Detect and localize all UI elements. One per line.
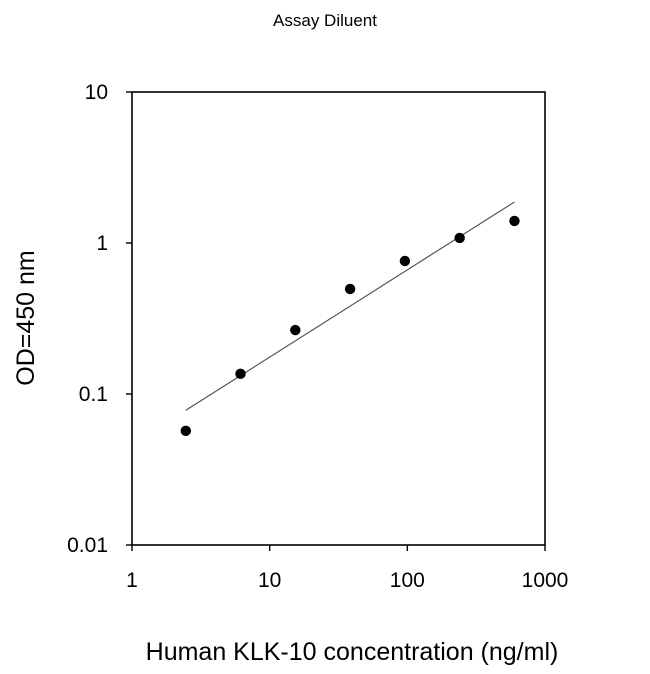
x-axis-ticks: 1 10 100 1000	[126, 545, 568, 592]
data-point	[454, 232, 465, 244]
x-axis-label: Human KLK-10 concentration (ng/ml)	[146, 638, 559, 666]
x-tick-label: 100	[390, 569, 425, 592]
regression-line	[185, 201, 515, 411]
y-tick-label: 0.1	[79, 383, 108, 406]
data-point	[290, 324, 301, 336]
data-point	[509, 215, 520, 227]
data-point	[399, 255, 411, 267]
data-point	[344, 283, 356, 295]
plot-frame	[131, 91, 546, 546]
chart-title: Assay Diluent	[273, 11, 377, 30]
y-tick-label: 10	[85, 81, 108, 104]
y-tick-label: 1	[96, 232, 108, 255]
data-point	[235, 368, 246, 380]
x-tick-label: 1	[126, 569, 138, 592]
data-points	[180, 215, 520, 437]
y-axis-ticks: 0.01 0.1 1 10	[67, 81, 132, 557]
x-tick-label: 10	[258, 569, 281, 592]
x-tick-label: 1000	[522, 569, 569, 592]
fit-line	[185, 201, 515, 411]
y-axis-label: OD=450 nm	[12, 250, 40, 386]
y-tick-label: 0.01	[67, 534, 108, 557]
data-point	[180, 425, 192, 437]
